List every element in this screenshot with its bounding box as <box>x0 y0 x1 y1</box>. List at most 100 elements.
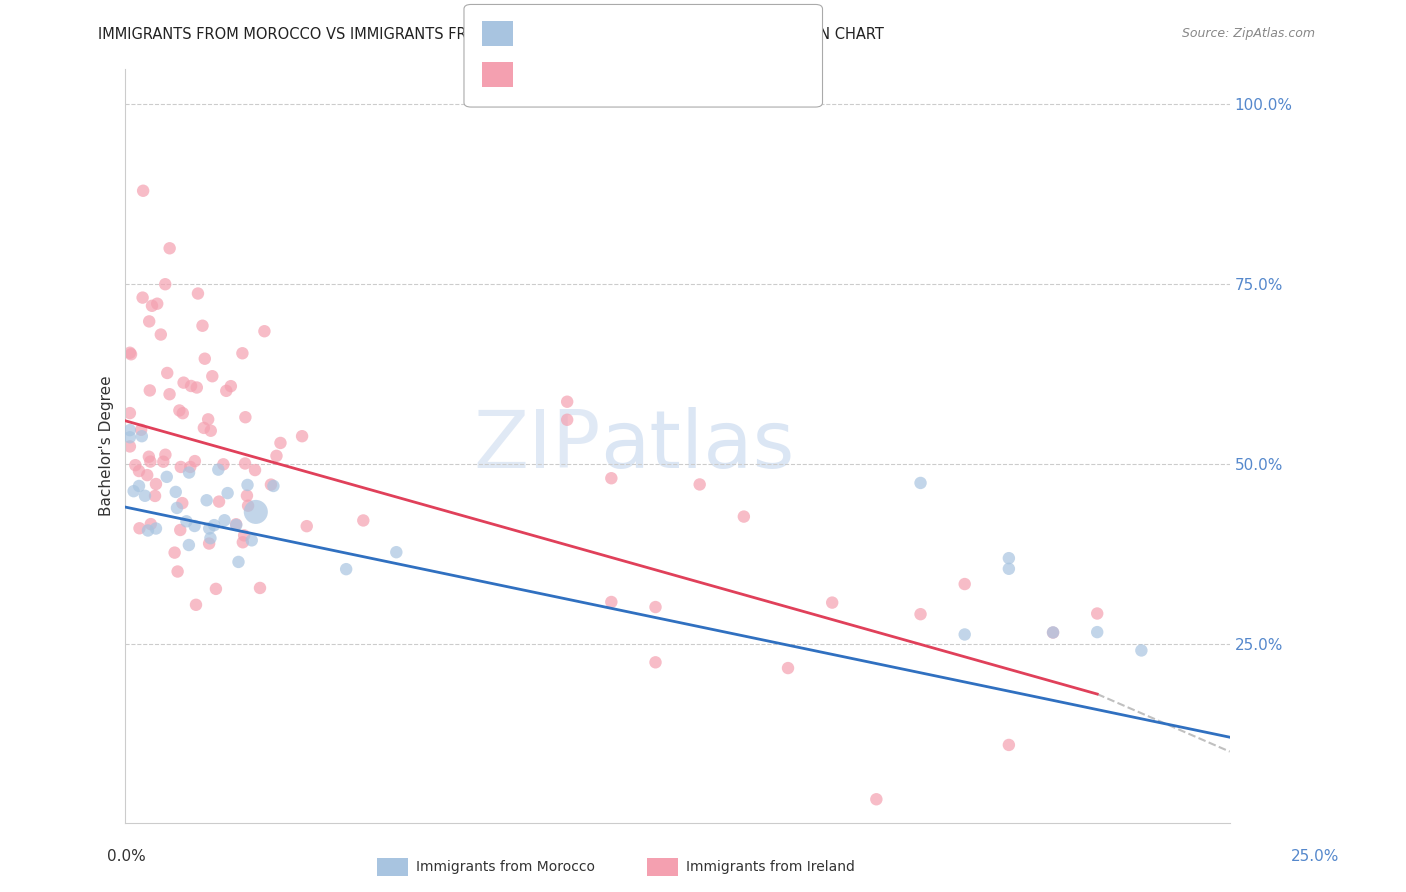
Point <box>243 463 266 477</box>
Point <box>253 324 276 338</box>
Point <box>169 403 191 417</box>
Point <box>205 582 228 596</box>
Point <box>169 523 191 537</box>
Point <box>198 521 221 535</box>
Point <box>194 351 217 366</box>
Point <box>159 241 181 255</box>
Point <box>138 314 160 328</box>
Point <box>179 459 201 474</box>
Point <box>177 466 200 480</box>
Point <box>232 535 254 549</box>
Point <box>200 424 222 438</box>
Point <box>131 429 153 443</box>
Point <box>249 581 271 595</box>
Point <box>236 499 259 513</box>
Point <box>555 394 578 409</box>
Point <box>191 318 214 333</box>
Text: IMMIGRANTS FROM MOROCCO VS IMMIGRANTS FROM IRELAND BACHELOR'S DEGREE CORRELATION: IMMIGRANTS FROM MOROCCO VS IMMIGRANTS FR… <box>98 27 884 42</box>
Text: ZIP: ZIP <box>472 407 600 485</box>
Point <box>202 518 225 533</box>
Point <box>1042 625 1064 640</box>
Text: Source: ZipAtlas.com: Source: ZipAtlas.com <box>1181 27 1315 40</box>
Point <box>953 627 976 641</box>
Point <box>195 493 218 508</box>
Point <box>733 509 755 524</box>
Point <box>173 376 195 390</box>
Point <box>235 410 257 425</box>
Point <box>165 484 187 499</box>
Text: 81: 81 <box>645 67 665 81</box>
Point <box>219 379 242 393</box>
Point <box>186 380 208 394</box>
Text: 25.0%: 25.0% <box>1291 849 1339 863</box>
Text: 0.0%: 0.0% <box>107 849 146 863</box>
Point <box>225 517 247 532</box>
Point <box>132 184 155 198</box>
Point <box>269 436 291 450</box>
Point <box>953 577 976 591</box>
Point <box>600 595 623 609</box>
Point <box>231 346 253 360</box>
Point <box>910 607 932 622</box>
Point <box>225 518 247 533</box>
Point <box>197 412 219 426</box>
Point <box>910 475 932 490</box>
Point <box>166 500 188 515</box>
Point <box>1130 643 1153 657</box>
Point <box>335 562 357 576</box>
Point <box>124 458 146 472</box>
Point <box>176 514 198 528</box>
Point <box>139 517 162 532</box>
Point <box>155 277 177 292</box>
Point <box>291 429 314 443</box>
Point <box>217 486 239 500</box>
Point <box>166 565 188 579</box>
Point <box>201 369 224 384</box>
Point <box>776 661 799 675</box>
Point <box>145 522 167 536</box>
Point <box>138 450 160 464</box>
Point <box>118 423 141 437</box>
Point <box>143 489 166 503</box>
Text: R =: R = <box>522 27 551 41</box>
Text: 37: 37 <box>645 27 665 41</box>
Point <box>1085 607 1108 621</box>
Point <box>295 519 318 533</box>
Point <box>131 291 153 305</box>
Point <box>170 459 193 474</box>
Text: -0.322: -0.322 <box>555 27 605 41</box>
Point <box>689 477 711 491</box>
Point <box>134 489 156 503</box>
Point <box>118 440 141 454</box>
Point <box>266 449 288 463</box>
Point <box>159 387 181 401</box>
Point <box>139 384 162 398</box>
Point <box>136 468 159 483</box>
Point <box>156 366 179 380</box>
Point <box>172 406 194 420</box>
Point <box>145 477 167 491</box>
Point <box>118 406 141 420</box>
Point <box>172 496 194 510</box>
Point <box>183 519 205 533</box>
Point <box>240 533 263 548</box>
Point <box>200 531 222 545</box>
Point <box>184 454 207 468</box>
Point <box>228 555 250 569</box>
Point <box>236 478 259 492</box>
Point <box>998 562 1021 576</box>
Point <box>821 596 844 610</box>
Point <box>1085 625 1108 640</box>
Text: -0.362: -0.362 <box>555 67 605 81</box>
Point <box>149 327 172 342</box>
Point <box>118 430 141 444</box>
Point <box>128 479 150 493</box>
Point <box>236 489 259 503</box>
Point <box>865 792 887 806</box>
Point <box>262 479 284 493</box>
Point <box>122 484 145 499</box>
Point <box>139 454 162 468</box>
Text: atlas: atlas <box>600 407 794 485</box>
Point <box>136 524 159 538</box>
Point <box>155 448 177 462</box>
